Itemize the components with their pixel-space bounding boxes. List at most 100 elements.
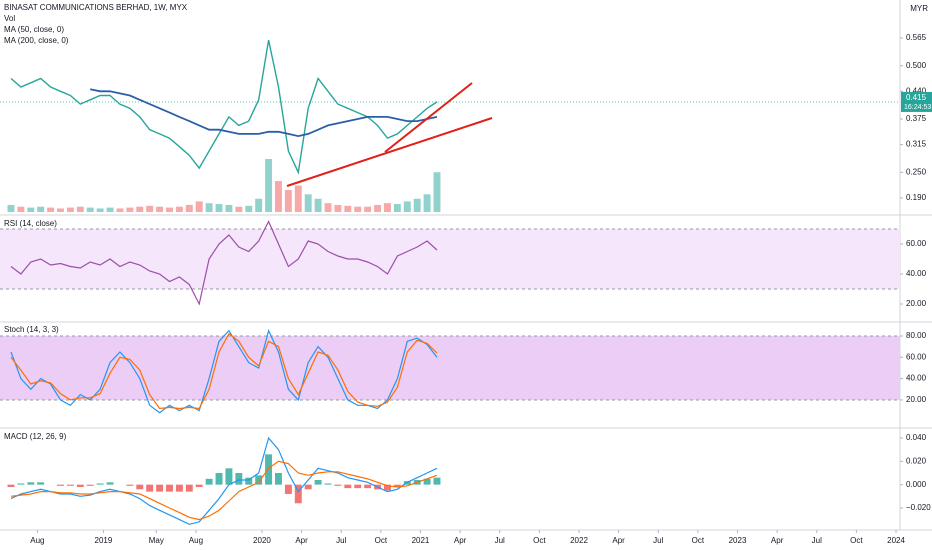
y-tick-label: 20.00	[906, 299, 927, 308]
volume-bar	[27, 207, 35, 212]
histogram-bar	[265, 454, 273, 485]
volume-bar	[166, 207, 173, 212]
volume-bar	[175, 206, 183, 212]
y-tick-label: 0.315	[906, 140, 927, 149]
band	[0, 335, 900, 400]
histogram-bar	[314, 479, 322, 485]
stoch-label: Stoch (14, 3, 3)	[4, 325, 59, 334]
x-tick-label: Jul	[495, 536, 505, 545]
histogram-bar	[166, 484, 173, 492]
volume-bar	[136, 206, 144, 212]
histogram-bar	[17, 483, 25, 485]
histogram-bar	[393, 484, 401, 487]
y-tick-label: 0.020	[906, 456, 927, 465]
y-tick-label: 0.000	[906, 480, 927, 489]
volume-bar	[413, 198, 421, 212]
volume-bar	[7, 204, 15, 212]
x-tick-label: 2022	[570, 536, 588, 545]
macd-label: MACD (12, 26, 9)	[4, 432, 67, 441]
histogram-bar	[225, 468, 233, 485]
volume-bar	[76, 206, 84, 212]
histogram-bar	[383, 484, 391, 491]
x-tick-label: Apr	[771, 536, 784, 545]
y-tick-label: 40.00	[906, 269, 927, 278]
volume-bar	[403, 201, 411, 212]
histogram-bar	[275, 472, 282, 485]
volume-bar	[96, 208, 104, 212]
y-tick-label: 0.190	[906, 193, 927, 202]
histogram-bar	[57, 484, 64, 486]
histogram-bar	[37, 482, 45, 485]
y-tick-label: 0.375	[906, 114, 927, 123]
volume-bar	[86, 207, 94, 212]
y-tick-label: 80.00	[906, 331, 927, 340]
histogram-bar	[284, 484, 292, 494]
volume-bar	[126, 207, 134, 212]
histogram-bar	[215, 472, 223, 485]
y-tick-label: 60.00	[906, 352, 927, 361]
y-tick-label: 0.500	[906, 61, 927, 70]
volume-bar	[314, 198, 322, 212]
trend-line	[286, 117, 493, 187]
series-line	[10, 332, 438, 410]
volume-bar	[37, 206, 45, 212]
histogram-bar	[354, 484, 362, 489]
histogram-bar	[86, 484, 94, 486]
volume-bar	[354, 206, 362, 212]
currency-label: MYR	[910, 4, 928, 13]
histogram-bar	[245, 477, 253, 485]
volume-bar	[265, 159, 273, 212]
histogram-bar	[185, 484, 193, 492]
x-tick-label: Apr	[295, 536, 308, 545]
series-line	[10, 39, 438, 175]
chart-title: BINASAT COMMUNICATIONS BERHAD, 1W, MYX	[4, 3, 188, 12]
histogram-bar	[76, 484, 84, 487]
x-tick-label: Aug	[189, 536, 203, 545]
series-line	[90, 88, 438, 138]
histogram-bar	[7, 484, 15, 487]
histogram-bar	[106, 482, 114, 485]
y-tick-label: 60.00	[906, 239, 927, 248]
y-tick-label: −0.020	[906, 503, 931, 512]
volume-label: Vol	[4, 14, 15, 23]
histogram-bar	[294, 484, 302, 504]
x-tick-label: 2021	[412, 536, 430, 545]
histogram-bar	[175, 484, 183, 492]
volume-bar	[324, 203, 332, 212]
series-line	[10, 220, 438, 306]
histogram-bar	[156, 484, 164, 492]
y-tick-label: 20.00	[906, 395, 927, 404]
volume-bar	[235, 206, 243, 212]
volume-bar	[57, 208, 64, 212]
volume-bar	[374, 204, 382, 212]
volume-bar	[393, 204, 401, 212]
x-tick-label: Oct	[533, 536, 546, 545]
volume-bar	[383, 203, 391, 212]
volume-bar	[116, 208, 124, 212]
last-price-box	[901, 91, 932, 112]
histogram-bar	[195, 484, 203, 487]
histogram-bar	[304, 484, 312, 490]
y-tick-label: 0.040	[906, 433, 927, 442]
histogram-bar	[27, 482, 35, 485]
volume-bar	[66, 207, 74, 212]
histogram-bar	[136, 484, 144, 490]
x-tick-label: 2019	[95, 536, 113, 545]
volume-bar	[225, 204, 233, 212]
trend-line	[384, 82, 473, 153]
histogram-bar	[96, 483, 104, 485]
volume-bar	[245, 205, 253, 212]
volume-bar	[275, 181, 282, 212]
x-tick-label: Oct	[692, 536, 705, 545]
histogram-bar	[364, 484, 372, 489]
x-tick-label: 2020	[253, 536, 271, 545]
y-tick-label: 0.565	[906, 33, 927, 42]
x-tick-label: 2024	[887, 536, 905, 545]
histogram-bar	[324, 483, 332, 485]
x-tick-label: Jul	[336, 536, 346, 545]
volume-bar	[304, 194, 312, 212]
volume-bar	[433, 172, 441, 212]
x-tick-label: 2023	[729, 536, 747, 545]
